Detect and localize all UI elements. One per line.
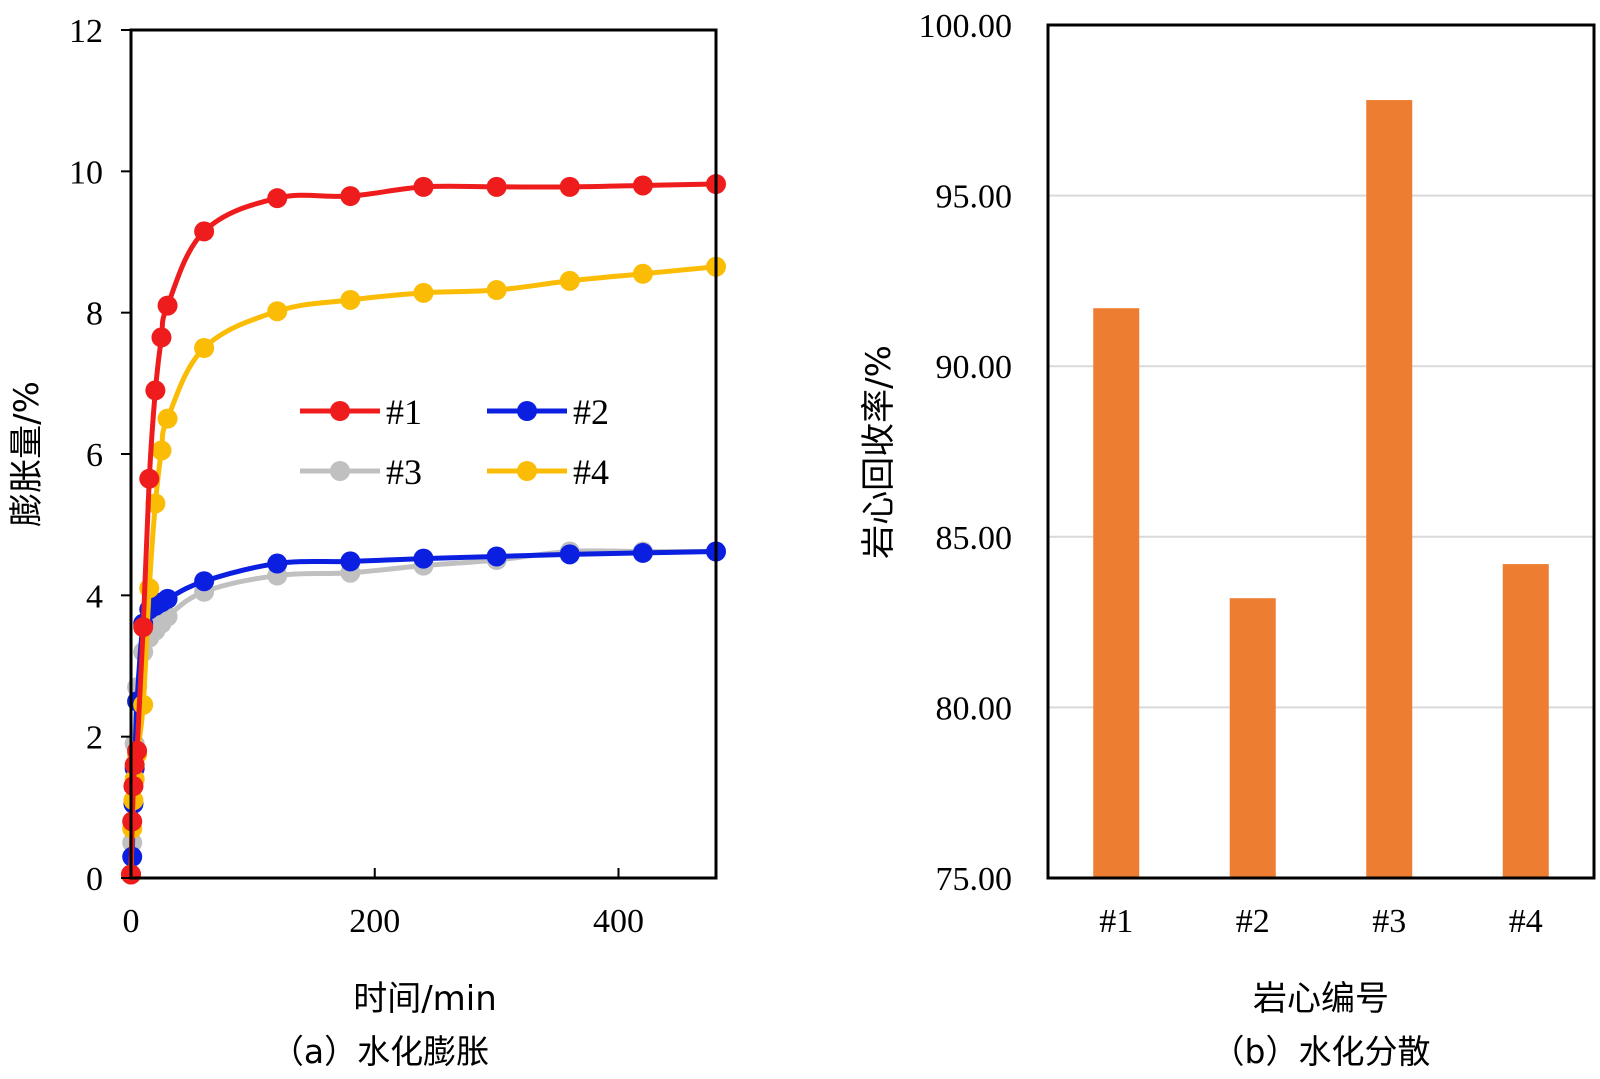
data-point (559, 176, 580, 197)
y-axis-b: 75.00 80.00 85.00 90.00 95.00 100.00 (919, 8, 1013, 898)
data-point (413, 176, 434, 197)
y-tick-label: 8 (86, 296, 103, 333)
data-point (340, 186, 361, 207)
y-tick-label: 6 (86, 437, 103, 474)
data-point (267, 553, 288, 574)
y-tick-label: 2 (86, 720, 103, 757)
data-point (157, 588, 178, 609)
data-point (194, 221, 215, 242)
x-tick-label: #2 (1236, 903, 1270, 940)
data-point (413, 282, 434, 303)
y-tick-label: 75.00 (936, 861, 1013, 898)
legend-a: #1 #2 #3 #4 (300, 392, 609, 492)
x-axis-label-a: 时间/min (353, 979, 497, 1019)
legend-item: #1 (300, 392, 422, 432)
data-point (157, 295, 178, 316)
data-point (133, 694, 154, 715)
x-tick-label: #4 (1509, 903, 1543, 940)
data-point (139, 468, 160, 489)
data-point (413, 548, 434, 569)
series-line (128, 549, 717, 875)
x-axis-b: #1 #2 #3 #4 (1099, 903, 1543, 940)
x-tick-label: 200 (349, 903, 400, 940)
legend-label: #4 (573, 452, 609, 492)
y-tick-label: 4 (86, 578, 103, 615)
data-point (486, 280, 507, 301)
caption-a: （a）水化膨胀 (271, 1032, 489, 1071)
y-tick-label: 85.00 (936, 520, 1013, 557)
legend-label: #1 (386, 392, 422, 432)
legend-label: #3 (386, 452, 422, 492)
bar-n1 (1093, 308, 1140, 878)
caption-b: （b）水化分散 (1212, 1032, 1431, 1071)
data-point (486, 176, 507, 197)
data-point (151, 327, 172, 348)
series-layer (121, 174, 726, 885)
data-point (123, 776, 144, 797)
series-line (128, 548, 716, 875)
data-point (194, 338, 215, 358)
data-point (559, 544, 580, 565)
plot-frame-a (129, 28, 718, 880)
data-point (486, 546, 507, 567)
data-point (340, 551, 361, 572)
y-axis-label-a: 膨胀量/% (7, 381, 47, 527)
data-point (194, 571, 215, 592)
plot-frame-b (1046, 23, 1596, 880)
legend-swatch-marker (330, 461, 350, 481)
data-point (340, 289, 361, 310)
series-n3 (121, 541, 726, 885)
x-tick-label: 0 (123, 903, 140, 940)
y-axis-label-b: 岩心回收率/% (859, 345, 899, 559)
legend-swatch-marker (517, 401, 537, 421)
x-tick-label: #1 (1099, 903, 1133, 940)
data-point (145, 380, 166, 401)
data-point (133, 617, 154, 638)
legend-item: #4 (487, 452, 609, 492)
x-axis-a: 0 200 400 (123, 868, 644, 940)
y-tick-label: 10 (69, 154, 103, 191)
legend-swatch-marker (517, 461, 537, 481)
legend-item: #3 (300, 452, 422, 492)
y-axis-a: 0 2 4 6 8 10 12 (69, 13, 131, 898)
data-point (151, 440, 172, 461)
y-tick-label: 95.00 (936, 179, 1013, 216)
bars-layer (1093, 100, 1549, 878)
x-tick-label: #3 (1372, 903, 1406, 940)
y-tick-label: 12 (69, 13, 103, 50)
data-point (157, 408, 178, 429)
data-point (632, 263, 653, 284)
legend-item: #2 (487, 392, 609, 432)
panel-b-bar-chart: 75.00 80.00 85.00 90.00 95.00 100.00 #1 #2 #3 #4… (859, 8, 1596, 1071)
bar-n3 (1366, 100, 1413, 878)
data-point (632, 542, 653, 563)
y-tick-label: 90.00 (936, 349, 1013, 386)
x-axis-label-b: 岩心编号 (1253, 979, 1389, 1019)
data-point (267, 188, 288, 209)
legend-label: #2 (573, 392, 609, 432)
series-n1 (121, 174, 726, 885)
data-point (267, 301, 288, 322)
bar-n2 (1229, 598, 1276, 878)
data-point (632, 175, 653, 196)
y-tick-label: 100.00 (919, 8, 1013, 45)
y-tick-label: 80.00 (936, 690, 1013, 727)
x-tick-label: 400 (593, 903, 644, 940)
legend-swatch-marker (330, 401, 350, 421)
bar-n4 (1502, 564, 1549, 878)
data-point (559, 270, 580, 291)
y-tick-label: 0 (86, 861, 103, 898)
